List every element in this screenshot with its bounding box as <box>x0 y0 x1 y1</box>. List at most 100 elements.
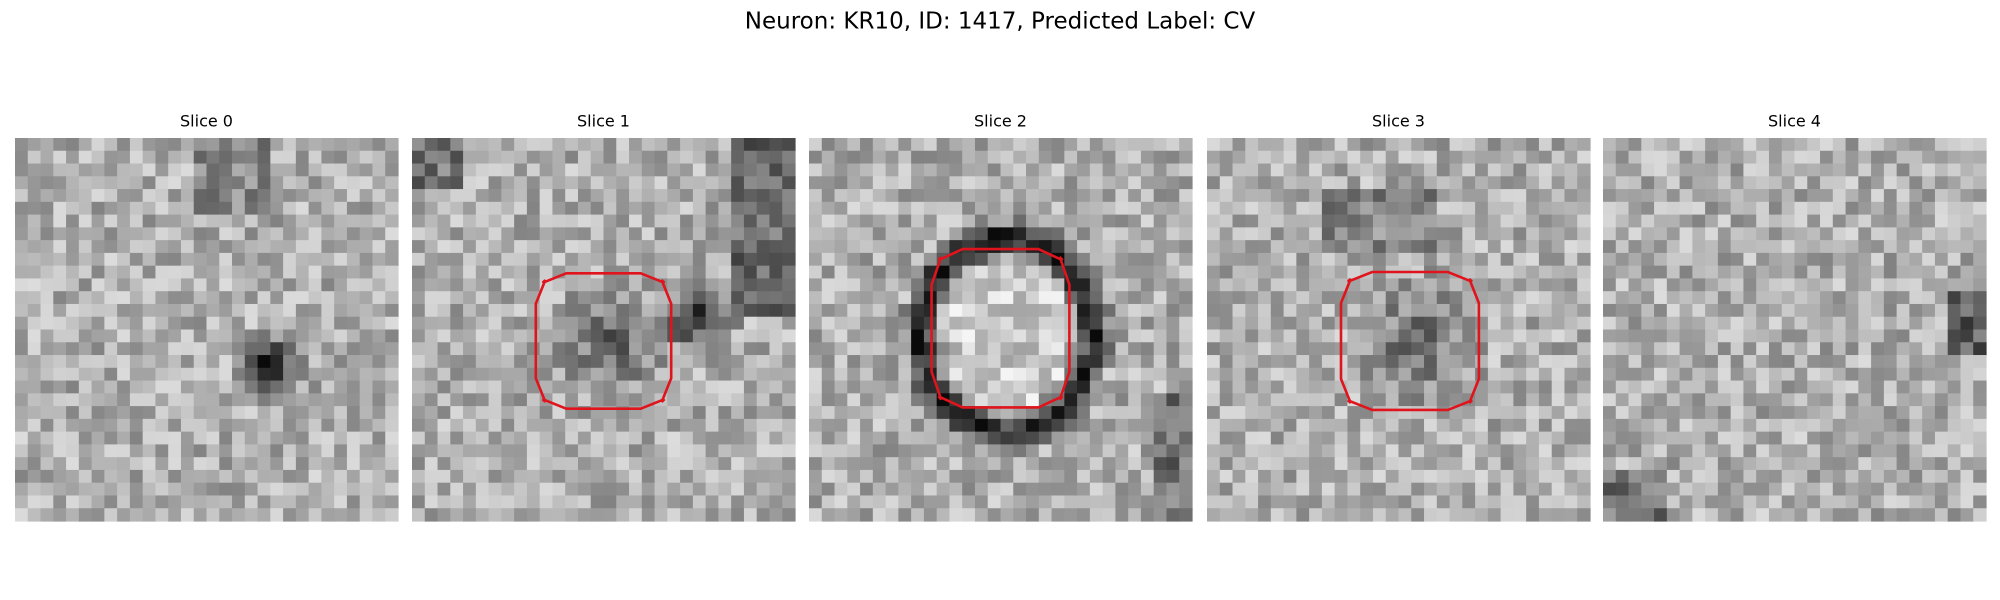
pixel <box>1973 393 1987 407</box>
pixel <box>809 457 823 471</box>
pixel <box>1258 176 1272 190</box>
pixel <box>1628 342 1642 356</box>
pixel <box>1424 240 1438 254</box>
pixel <box>1922 150 1936 165</box>
pixel <box>1140 138 1155 152</box>
pixel <box>104 189 118 203</box>
pixel <box>346 316 361 331</box>
pixel <box>155 176 169 190</box>
pixel <box>193 150 208 165</box>
pixel <box>987 138 1002 152</box>
pixel <box>501 444 515 458</box>
pixel <box>346 278 361 292</box>
pixel <box>104 201 118 216</box>
pixel <box>1296 355 1310 369</box>
pixel <box>1679 444 1693 458</box>
pixel <box>129 469 144 484</box>
pixel <box>987 252 1002 267</box>
pixel <box>1166 265 1180 280</box>
pixel <box>180 265 195 280</box>
pixel <box>1026 406 1040 420</box>
pixel <box>629 469 643 484</box>
pixel <box>155 508 169 522</box>
pixel <box>718 508 732 522</box>
pixel <box>514 393 528 407</box>
pixel <box>1000 329 1014 343</box>
pixel <box>1743 201 1757 216</box>
pixel <box>1270 189 1285 203</box>
pixel <box>501 138 515 152</box>
pixel <box>15 508 29 522</box>
pixel <box>1960 355 1974 369</box>
pixel <box>1296 138 1310 152</box>
pixel <box>1551 278 1566 292</box>
pixel <box>1462 431 1476 445</box>
pixel <box>1756 469 1770 484</box>
pixel <box>1934 469 1949 484</box>
pixel <box>346 444 361 458</box>
pixel <box>1115 240 1129 254</box>
pixel <box>501 457 515 471</box>
pixel <box>1538 265 1553 280</box>
pixel <box>616 163 630 177</box>
pixel <box>1768 482 1783 497</box>
pixel <box>1768 431 1783 445</box>
pixel <box>1372 201 1387 216</box>
pixel <box>1526 163 1540 177</box>
pixel <box>1245 482 1259 497</box>
pixel <box>66 355 80 369</box>
pixel <box>295 469 310 484</box>
pixel <box>15 189 29 203</box>
pixel <box>1179 355 1193 369</box>
pixel <box>731 380 745 394</box>
pixel <box>1628 227 1642 241</box>
pixel <box>1615 406 1630 420</box>
pixel <box>898 291 912 305</box>
pixel <box>1692 380 1706 394</box>
pixel <box>295 163 310 177</box>
pixel <box>1140 189 1155 203</box>
pixel <box>974 278 989 292</box>
pixel <box>1909 201 1923 216</box>
pixel <box>1475 303 1489 318</box>
pixel <box>1947 316 1962 331</box>
pixel <box>412 469 426 484</box>
pixel <box>1347 227 1361 241</box>
pixel <box>1334 495 1349 509</box>
pixel <box>232 355 246 369</box>
pixel <box>295 252 310 267</box>
pixel <box>847 482 861 497</box>
pixel <box>539 406 554 420</box>
pixel <box>206 214 220 228</box>
pixel <box>372 482 386 497</box>
pixel <box>1424 278 1438 292</box>
pixel <box>168 303 182 318</box>
pixel <box>1270 291 1285 305</box>
pixel <box>1743 469 1757 484</box>
pixel <box>1960 189 1974 203</box>
pixel <box>1102 431 1116 445</box>
pixel <box>346 150 361 165</box>
pixel <box>1245 355 1259 369</box>
slice-title: Slice 3 <box>1372 112 1425 131</box>
pixel <box>1794 265 1808 280</box>
pixel <box>1500 176 1514 190</box>
pixel <box>346 418 361 433</box>
pixel <box>1309 469 1323 484</box>
pixel <box>718 227 732 241</box>
pixel <box>1232 201 1246 216</box>
pixel <box>1564 367 1578 382</box>
pixel <box>1922 189 1936 203</box>
pixel <box>385 406 399 420</box>
pixel <box>1309 393 1323 407</box>
pixel <box>565 201 579 216</box>
pixel <box>987 150 1002 165</box>
pixel <box>1934 482 1949 497</box>
pixel <box>1781 418 1796 433</box>
pixel <box>590 444 605 458</box>
pixel <box>809 406 823 420</box>
pixel <box>308 355 322 369</box>
pixel <box>872 393 887 407</box>
pixel <box>1309 380 1323 394</box>
pixel <box>962 482 976 497</box>
